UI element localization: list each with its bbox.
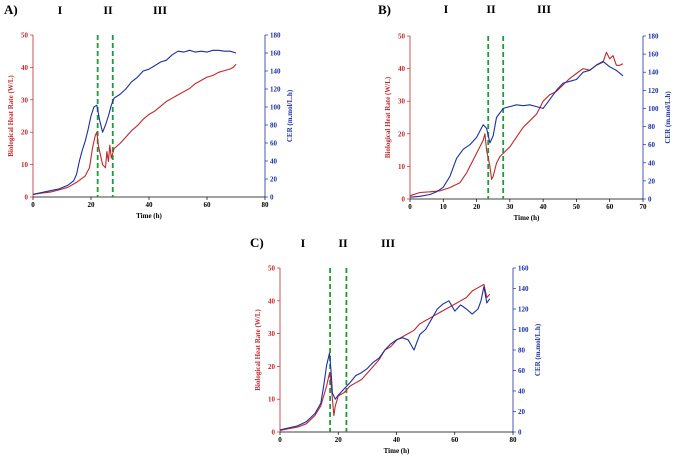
y-left-axis-title: Biological Heat Rate (W/L) [384, 76, 392, 158]
y-left-tick-label: 20 [268, 363, 276, 371]
x-tick-label: 40 [393, 436, 401, 444]
x-tick-label: 10 [440, 203, 448, 211]
x-tick-label: 70 [640, 203, 648, 211]
panel-label: B) [378, 2, 391, 17]
y-left-tick-label: 40 [268, 297, 276, 305]
x-tick-label: 40 [540, 203, 548, 211]
cer-series-line [279, 285, 491, 431]
cer-series-line [409, 60, 624, 198]
y-right-tick-label: 0 [648, 196, 652, 204]
heat-rate-series-line [32, 63, 237, 195]
y-right-tick-label: 80 [270, 122, 278, 130]
y-right-tick-label: 80 [648, 123, 656, 131]
y-right-tick-label: 60 [518, 367, 526, 375]
x-axis-title: Time (h) [514, 214, 540, 222]
y-right-tick-label: 40 [648, 159, 656, 167]
x-tick-label: 0 [31, 201, 35, 209]
y-right-tick-label: 20 [648, 177, 656, 185]
x-tick-label: 20 [473, 203, 481, 211]
phase-label: I [301, 236, 306, 250]
y-right-tick-label: 0 [270, 194, 274, 202]
y-right-tick-label: 80 [518, 347, 526, 355]
cer-series-line [32, 49, 237, 195]
x-tick-label: 40 [146, 201, 154, 209]
y-right-axis-title: CER (m.mol/L.h) [664, 91, 672, 144]
x-tick-label: 20 [88, 201, 96, 209]
y-left-tick-label: 10 [398, 163, 406, 171]
y-right-tick-label: 60 [648, 141, 656, 149]
y-right-tick-label: 60 [270, 140, 278, 148]
x-tick-label: 50 [573, 203, 581, 211]
y-left-tick-label: 50 [268, 265, 276, 273]
y-left-tick-label: 40 [398, 65, 406, 73]
x-axis-title: Time (h) [136, 212, 162, 220]
y-right-tick-label: 160 [648, 51, 659, 59]
y-left-tick-label: 30 [268, 330, 276, 338]
x-tick-label: 80 [262, 201, 270, 209]
y-right-tick-label: 140 [270, 68, 281, 76]
y-right-tick-label: 20 [518, 408, 526, 416]
x-axis-title: Time (h) [384, 447, 410, 455]
phase-label: II [338, 236, 348, 250]
phase-label: II [486, 2, 496, 16]
y-left-tick-label: 0 [25, 194, 29, 202]
x-tick-label: 80 [510, 436, 518, 444]
phase-label: III [153, 3, 167, 17]
y-right-tick-label: 100 [518, 326, 529, 334]
x-tick-label: 60 [204, 201, 212, 209]
phase-label: III [381, 236, 395, 250]
y-right-tick-label: 40 [270, 158, 278, 166]
y-right-tick-label: 180 [648, 33, 659, 41]
x-tick-label: 60 [451, 436, 459, 444]
phase-label: I [58, 3, 63, 17]
phase-label: III [537, 2, 551, 16]
y-right-tick-label: 140 [648, 69, 659, 77]
phase-label: II [103, 3, 113, 17]
y-right-tick-label: 120 [648, 87, 659, 95]
y-right-tick-label: 160 [518, 265, 529, 273]
y-right-tick-label: 160 [270, 50, 281, 58]
x-tick-label: 0 [408, 203, 412, 211]
y-right-tick-label: 100 [270, 104, 281, 112]
phase-label: I [444, 2, 449, 16]
y-right-tick-label: 180 [270, 32, 281, 40]
y-right-tick-label: 20 [270, 176, 278, 184]
y-right-axis-title: CER (m.mol/L.h) [534, 323, 542, 376]
y-left-tick-label: 50 [398, 33, 406, 41]
x-tick-label: 20 [335, 436, 343, 444]
y-right-tick-label: 120 [270, 86, 281, 94]
x-tick-label: 0 [278, 436, 282, 444]
y-right-axis-title: CER (m.mol/L.h) [286, 89, 294, 142]
y-left-tick-label: 10 [21, 161, 29, 169]
y-left-tick-label: 40 [21, 64, 29, 72]
heat-rate-series-line [409, 51, 624, 197]
y-left-tick-label: 10 [268, 396, 276, 404]
panel-label: C) [250, 235, 264, 250]
y-left-tick-label: 20 [398, 130, 406, 138]
y-right-tick-label: 100 [648, 105, 659, 113]
x-tick-label: 60 [606, 203, 614, 211]
y-left-tick-label: 30 [21, 96, 29, 104]
panel-label: A) [4, 2, 18, 17]
y-right-tick-label: 0 [518, 429, 522, 437]
x-tick-label: 30 [506, 203, 514, 211]
y-left-axis-title: Biological Heat Rate (W/L) [254, 309, 262, 391]
y-right-tick-label: 40 [518, 388, 526, 396]
y-left-tick-label: 50 [21, 32, 29, 40]
y-right-tick-label: 120 [518, 306, 529, 314]
y-left-tick-label: 20 [21, 129, 29, 137]
y-left-axis-title: Biological Heat Rate (W/L) [7, 75, 15, 157]
y-left-tick-label: 0 [272, 429, 276, 437]
y-right-tick-label: 140 [518, 285, 529, 293]
y-left-tick-label: 30 [398, 98, 406, 106]
heat-rate-series-line [279, 283, 491, 431]
y-left-tick-label: 0 [402, 196, 406, 204]
